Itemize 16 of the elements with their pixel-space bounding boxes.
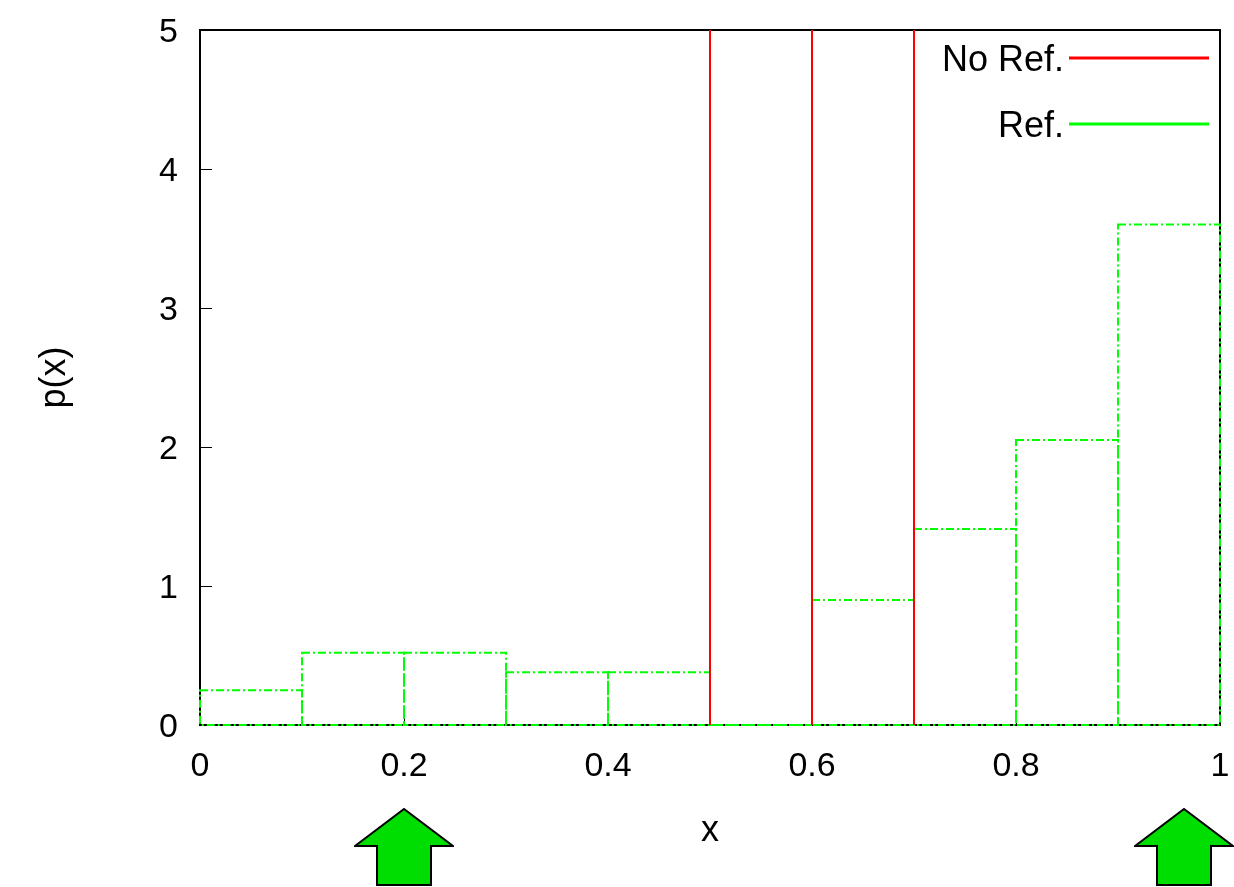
- y-tick-label: 4: [159, 150, 178, 188]
- y-tick-label: 1: [159, 567, 178, 605]
- x-tick-label: 0.4: [584, 745, 632, 783]
- y-axis-title: p(x): [31, 346, 73, 409]
- x-tick-label: 0.8: [992, 745, 1040, 783]
- y-tick-label: 5: [159, 11, 178, 49]
- x-tick-label: 0.2: [380, 745, 428, 783]
- y-tick-label: 3: [159, 289, 178, 327]
- y-tick-label: 0: [159, 706, 178, 744]
- x-tick-label: 0: [190, 745, 210, 783]
- x-tick-label: 1: [1210, 745, 1230, 783]
- legend-label: Ref.: [997, 103, 1064, 145]
- legend-label: No Ref.: [941, 37, 1064, 79]
- y-tick-label: 2: [159, 428, 178, 466]
- x-tick-label: 0.6: [788, 745, 836, 783]
- x-axis-title: x: [701, 807, 719, 849]
